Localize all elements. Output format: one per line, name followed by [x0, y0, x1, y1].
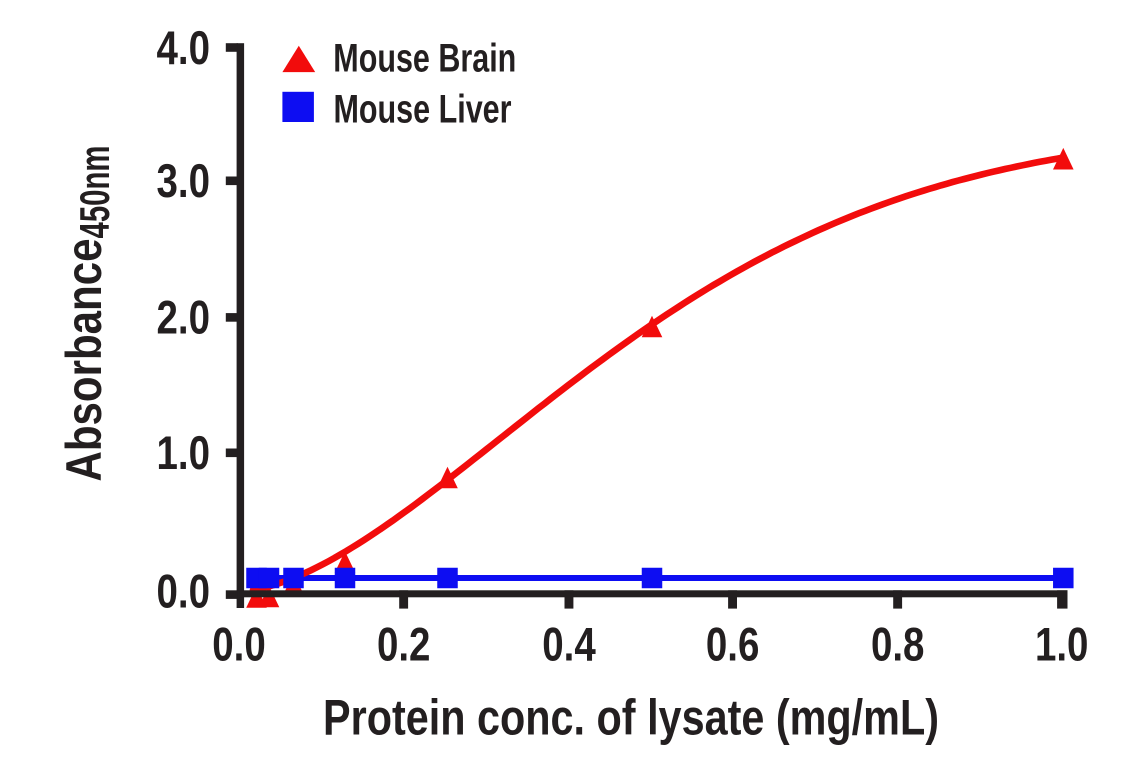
svg-text:Mouse Liver: Mouse Liver — [334, 87, 512, 131]
svg-text:3.0: 3.0 — [157, 154, 211, 207]
svg-text:0.0: 0.0 — [157, 564, 211, 617]
svg-text:Absorbance450nm: Absorbance450nm — [56, 146, 118, 482]
svg-text:1.0: 1.0 — [1035, 618, 1089, 671]
svg-text:0.4: 0.4 — [542, 618, 596, 671]
svg-text:2.0: 2.0 — [157, 291, 211, 344]
svg-text:Mouse Brain: Mouse Brain — [333, 37, 516, 81]
svg-text:0.0: 0.0 — [212, 618, 266, 671]
svg-text:0.6: 0.6 — [706, 618, 760, 671]
svg-text:0.2: 0.2 — [377, 618, 431, 671]
svg-text:0.8: 0.8 — [871, 618, 925, 671]
svg-text:1.0: 1.0 — [157, 426, 211, 479]
svg-text:4.0: 4.0 — [157, 21, 211, 74]
svg-text:Protein conc. of lysate (mg/mL: Protein conc. of lysate (mg/mL) — [323, 690, 939, 746]
